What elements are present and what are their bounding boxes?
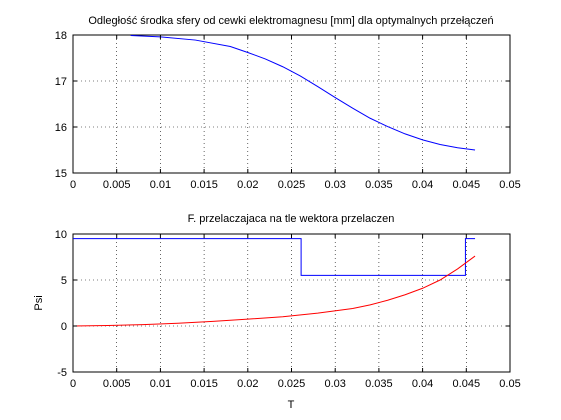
switching-series-line-1 (72, 255, 476, 327)
switching-x-tick-label: 0.025 (278, 378, 306, 390)
distance-y-tick-label: 15 (55, 168, 67, 180)
distance-x-tick-label: 0.015 (190, 179, 218, 191)
switching-x-tick-label: 0.01 (150, 378, 171, 390)
switching-x-tick-label: 0.015 (190, 378, 218, 390)
x-axis-label: T (288, 399, 295, 411)
distance-x-tick-label: 0.045 (453, 179, 481, 191)
distance-x-tick-label: 0 (70, 179, 76, 191)
distance-series-group (130, 34, 476, 151)
y-axis-label: Psi (33, 295, 45, 310)
distance-x-tick-label: 0.02 (237, 179, 258, 191)
distance-grid (73, 35, 510, 173)
switching-x-tick-label: 0.045 (453, 378, 481, 390)
distance-y-tick-label: 18 (55, 30, 67, 42)
switching-y-tick-label: 5 (61, 275, 67, 287)
switching-chart: 0 0.005 0.01 0.015 0.02 0.025 0.03 0.035 0.04 0.0… (33, 213, 521, 411)
distance-y-ticks: 15 16 17 18 (55, 30, 510, 180)
switching-x-tick-label: 0.05 (499, 378, 520, 390)
switching-x-tick-label: 0.02 (237, 378, 258, 390)
switching-grid (73, 234, 510, 372)
switching-x-ticks: 0 0.005 0.01 0.015 0.02 0.025 0.03 0.035 0.04 0.0… (70, 234, 521, 390)
switching-x-tick-label: 0.04 (412, 378, 433, 390)
switching-chart-title: F. przelaczajaca na tle wektora przelacz… (188, 213, 395, 225)
switching-x-tick-label: 0.03 (324, 378, 345, 390)
switching-x-tick-label: 0.005 (103, 378, 131, 390)
switching-series-group (72, 238, 476, 327)
distance-chart: 0 0.005 0.01 0.015 0.02 0.025 0.03 0.035 0.04 0.0… (55, 15, 521, 191)
distance-x-tick-label: 0.01 (150, 179, 171, 191)
distance-x-tick-label: 0.035 (365, 179, 393, 191)
distance-y-tick-label: 17 (55, 76, 67, 88)
switching-series-line-0 (73, 238, 476, 276)
distance-chart-title: Odległość środka sfery od cewki elektrom… (88, 15, 493, 27)
distance-y-tick-label: 16 (55, 122, 67, 134)
distance-x-tick-label: 0.05 (499, 179, 520, 191)
switching-y-ticks: -5 0 5 10 (55, 229, 510, 379)
distance-x-tick-label: 0.025 (278, 179, 306, 191)
switching-y-tick-label: -5 (57, 367, 67, 379)
switching-x-tick-label: 0 (70, 378, 76, 390)
switching-y-tick-label: 0 (61, 321, 67, 333)
switching-y-tick-label: 10 (55, 229, 67, 241)
switching-x-tick-label: 0.035 (365, 378, 393, 390)
distance-x-tick-label: 0.03 (324, 179, 345, 191)
distance-x-tick-label: 0.005 (103, 179, 131, 191)
distance-series-line-0 (130, 34, 476, 151)
distance-x-ticks: 0 0.005 0.01 0.015 0.02 0.025 0.03 0.035 0.04 0.0… (70, 35, 521, 191)
distance-x-tick-label: 0.04 (412, 179, 433, 191)
